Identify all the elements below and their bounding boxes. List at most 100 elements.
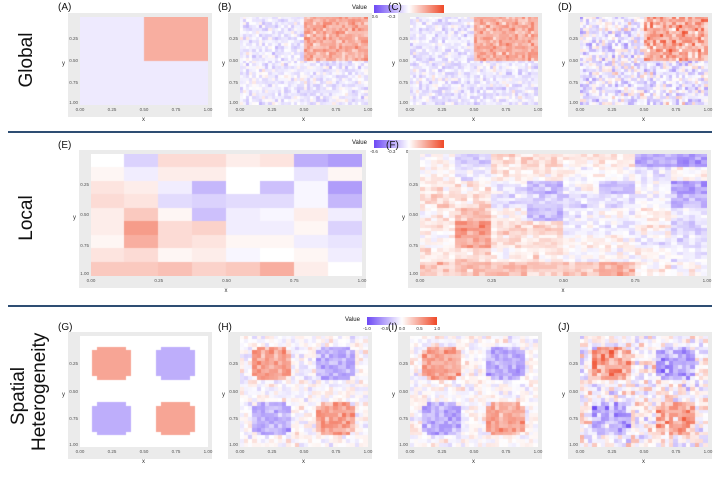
y-tick-label: 0.50	[229, 388, 238, 394]
y-tick-label: 0.75	[569, 80, 578, 85]
x-axis-title: x	[302, 117, 305, 123]
legend-title: Value	[352, 5, 367, 11]
legend-tick-label: -0.3	[387, 14, 396, 19]
x-tick-label: 0.50	[139, 107, 149, 112]
x-tick-label: 0.50	[559, 278, 568, 283]
y-tick-label: 0.50	[69, 58, 78, 63]
y-tick-label: 0.50	[80, 212, 89, 217]
heatmap-cells	[240, 17, 368, 105]
heatmap-panel-f	[408, 150, 711, 288]
y-tick-label: 0.75	[229, 416, 238, 422]
x-tick-label: 0.75	[171, 107, 181, 112]
y-tick-label: 0.25	[69, 36, 78, 41]
y-tick-label: 0.75	[69, 80, 78, 85]
heatmap-panel-a	[68, 13, 212, 117]
panel-label-d: (D)	[558, 2, 572, 13]
y-tick-label: 0.25	[399, 360, 408, 366]
legend-tick-label: -0.5	[380, 326, 389, 331]
heatmap-cells	[410, 336, 538, 447]
legend-tick-label: -0.6	[370, 14, 378, 19]
panel-label-j: (J)	[558, 322, 570, 333]
heatmap-panel-d	[568, 13, 712, 117]
x-tick-label: 0.50	[639, 449, 649, 454]
x-tick-label: 0.75	[171, 449, 181, 454]
legend-title: Value	[352, 140, 367, 146]
y-tick-label: 0.25	[229, 36, 238, 41]
legend-tick-label: -0.6	[370, 149, 378, 154]
x-tick-label: 0.75	[630, 278, 640, 283]
y-axis-title: y	[402, 215, 405, 221]
y-tick-label: 0.50	[569, 58, 578, 63]
x-tick-label: 0.50	[469, 449, 479, 454]
y-tick-label: 1.00	[569, 100, 578, 105]
heatmap-cells	[580, 336, 708, 447]
x-tick-label: 1.00	[363, 449, 373, 454]
y-tick-label: 1.00	[229, 442, 238, 447]
x-axis-title: x	[142, 459, 145, 465]
x-tick-label: 1.00	[363, 107, 373, 112]
panel-label-i: (I)	[388, 322, 398, 333]
panel-label-c: (C)	[388, 2, 402, 13]
y-tick-label: 1.00	[69, 100, 78, 105]
legend-title: Value	[345, 317, 360, 323]
heatmap-cells	[580, 17, 708, 105]
heatmap-panel-e	[79, 150, 366, 288]
y-tick-label: 0.75	[409, 242, 418, 248]
x-tick-label: 0.25	[267, 107, 277, 112]
y-axis-title: y	[222, 391, 225, 398]
panel-label-h: (H)	[218, 322, 232, 333]
x-tick-label: 0.50	[469, 107, 479, 112]
section-title-spatial-line1: Spatial	[8, 366, 29, 426]
legend-tick-label: -0.3	[387, 149, 396, 154]
heatmap-panel-g	[68, 332, 212, 459]
y-tick-label: 1.00	[229, 100, 238, 105]
y-axis-title: y	[73, 215, 76, 221]
y-tick-label: 0.25	[569, 36, 578, 41]
x-tick-label: 1.00	[702, 278, 712, 283]
y-tick-label: 0.25	[229, 360, 238, 366]
heatmap-panel-h	[228, 332, 372, 459]
heatmap-cells	[410, 17, 538, 105]
x-tick-label: 0.25	[267, 449, 277, 454]
color-legend-spatial: Value -1.0 -0.5 0.0 0.5 1.0	[345, 314, 475, 334]
x-tick-label: 1.00	[533, 107, 543, 112]
x-tick-label: 1.00	[203, 449, 213, 454]
x-tick-label: 1.00	[357, 278, 367, 283]
y-axis-title: y	[62, 61, 65, 67]
y-axis-title: y	[392, 61, 395, 67]
y-tick-label: 0.75	[69, 416, 78, 422]
y-tick-label: 0.50	[69, 388, 78, 394]
y-tick-label: 1.00	[69, 442, 78, 447]
y-tick-label: 0.25	[399, 36, 408, 41]
panel-label-a: (A)	[58, 2, 72, 13]
y-tick-label: 0.75	[229, 80, 238, 85]
y-axis-title: y	[562, 391, 565, 398]
panel-label-g: (G)	[58, 322, 73, 333]
x-tick-label: 0.75	[671, 449, 681, 454]
x-tick-label: 0.75	[289, 278, 299, 283]
x-tick-label: 0.50	[639, 107, 649, 112]
legend-tick-label: 0.0	[398, 326, 406, 331]
x-tick-label: 0.25	[107, 107, 117, 112]
y-tick-label: 0.50	[399, 58, 408, 63]
heatmap-cells	[420, 154, 707, 276]
legend-tick-label: 1.0	[433, 326, 441, 331]
x-tick-label: 0.25	[154, 278, 164, 283]
x-tick-label: 0.00	[575, 449, 585, 454]
heatmap-cells	[91, 154, 362, 276]
x-tick-label: 1.00	[703, 107, 713, 112]
y-tick-label: 0.50	[229, 58, 238, 63]
x-axis-title: x	[472, 459, 475, 465]
heatmap-panel-c	[398, 13, 542, 117]
y-tick-label: 0.25	[569, 360, 578, 366]
heatmap-panel-j	[568, 332, 712, 459]
y-axis-title: y	[222, 61, 225, 67]
x-tick-label: 0.25	[487, 278, 497, 283]
x-axis-title: x	[302, 459, 305, 465]
x-axis-title: x	[142, 117, 145, 123]
x-tick-label: 0.00	[75, 107, 85, 112]
y-tick-label: 0.25	[69, 360, 78, 366]
y-axis-title: y	[62, 391, 65, 398]
x-axis-title: x	[224, 288, 228, 294]
x-tick-label: 0.50	[299, 107, 309, 112]
